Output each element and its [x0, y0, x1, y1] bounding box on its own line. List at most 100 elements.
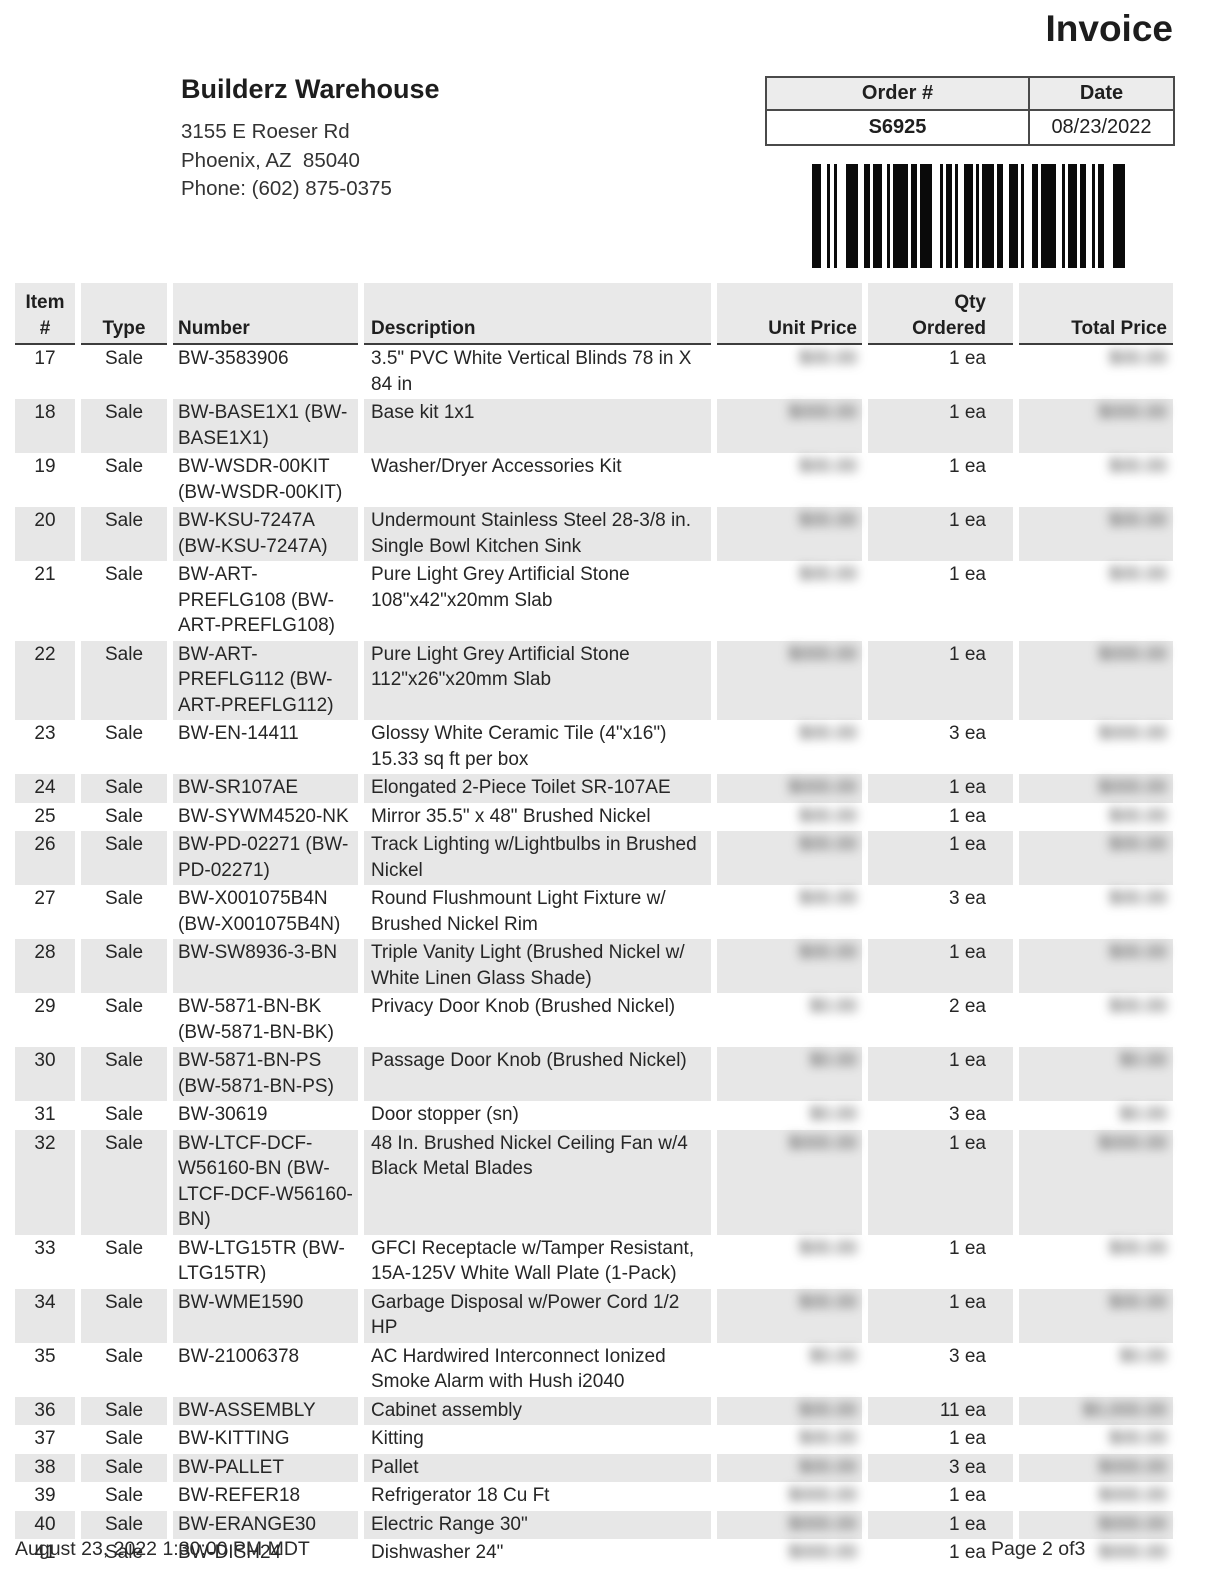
- unit-price-cell: $00.00: [717, 507, 862, 561]
- total-price-cell: $0,000.00: [1019, 1396, 1173, 1425]
- total-price-cell: $00.00: [1019, 1235, 1173, 1289]
- table-row: 40 Sale BW-ERANGE30 Electric Range 30" $000.…: [15, 1510, 1173, 1539]
- total-price-cell: $00.00: [1019, 1288, 1173, 1343]
- qty-ordered-cell: 3 ea: [949, 723, 986, 744]
- part-number-cell: BW-5871-BN-PS (BW-5871-BN-PS): [173, 1047, 358, 1101]
- redacted-price-value: $00.00: [798, 1237, 857, 1259]
- unit-price-cell: $0.00: [717, 993, 862, 1047]
- unit-price-cell: $00.00: [717, 885, 862, 939]
- table-row: 36 Sale BW-ASSEMBLY Cabinet assembly $00.00 1…: [15, 1396, 1173, 1425]
- type-cell: Sale: [104, 456, 144, 477]
- qty-ordered-cell: 1 ea: [949, 805, 986, 827]
- column-header-line: Item: [25, 292, 65, 313]
- unit-price-cell: $000.00: [717, 399, 862, 453]
- qty-ordered-cell: 3 ea: [868, 1453, 1013, 1482]
- date-header: Date: [1028, 78, 1173, 111]
- line-items-table: Item # Type Number Description Unit Price Qty O…: [15, 283, 1173, 1568]
- column-header-line: Total Price: [1071, 317, 1167, 339]
- total-price-cell: $00.00: [1019, 885, 1173, 939]
- redacted-price-value: $00.00: [1108, 1291, 1167, 1313]
- qty-ordered-cell: 1 ea: [868, 640, 1013, 720]
- barcode-bar: [1080, 164, 1086, 268]
- redacted-price-value: $000.00: [788, 1513, 857, 1535]
- order-info-header-row: Order # Date: [767, 78, 1173, 111]
- redacted-price-value: $00.00: [798, 888, 857, 909]
- description-cell: Garbage Disposal w/Power Cord 1/2 HP: [364, 1288, 711, 1343]
- unit-price-cell: $000.00: [717, 1539, 862, 1568]
- qty-ordered-cell: 1 ea: [868, 1129, 1013, 1235]
- line-items-header-row: Item # Type Number Description Unit Price Qty O…: [15, 283, 1173, 345]
- type-cell: Sale: [81, 1288, 167, 1343]
- unit-price-cell: $00.00: [717, 831, 862, 885]
- description-cell: Glossy White Ceramic Tile (4"x16") 15.33…: [371, 723, 667, 770]
- column-header-line: #: [39, 317, 51, 339]
- item-number-cell: 37: [34, 1428, 56, 1449]
- redacted-price-value: $00.00: [798, 564, 857, 585]
- table-row: 35 Sale BW-21006378 AC Hardwired Interconne…: [15, 1343, 1173, 1397]
- description-cell: Mirror 35.5" x 48" Brushed Nickel: [371, 805, 651, 827]
- table-row: 21 Sale BW-ART-PREFLG108 (BW-ART-PREFLG108…: [15, 561, 1173, 641]
- total-price-cell: $000.00: [1019, 774, 1173, 803]
- description-cell: Undermount Stainless Steel 28-3/8 in. Si…: [364, 507, 711, 561]
- order-number-value: S6925: [868, 116, 927, 138]
- type-cell: Sale: [81, 1129, 167, 1235]
- item-number-cell: 28: [15, 939, 75, 993]
- part-number-cell: BW-SYWM4520-NK: [178, 805, 349, 827]
- redacted-price-value: $0.00: [809, 1104, 857, 1125]
- qty-ordered-cell: 1 ea: [949, 564, 986, 585]
- item-number-cell: 35: [34, 1345, 56, 1367]
- item-number-cell: 31: [34, 1104, 56, 1125]
- redacted-price-value: $000.00: [1098, 777, 1167, 798]
- total-price-cell: $00.00: [1019, 345, 1173, 399]
- qty-ordered-cell: 1 ea: [949, 1237, 986, 1259]
- item-number-cell: 38: [15, 1453, 75, 1482]
- part-number-cell: BW-SW8936-3-BN: [173, 939, 358, 993]
- redacted-price-value: $000.00: [788, 643, 857, 665]
- barcode-bar: [1092, 164, 1095, 268]
- part-number-cell: BW-SR107AE: [173, 774, 358, 803]
- redacted-price-value: $00.00: [1108, 1237, 1167, 1259]
- redacted-price-value: $00.00: [1108, 348, 1167, 369]
- part-number-cell: BW-30619: [178, 1104, 268, 1125]
- table-row: 29 Sale BW-5871-BN-BK (BW-5871-BN-BK) Priva…: [15, 993, 1173, 1047]
- part-number-cell: BW-DISH24: [178, 1542, 282, 1563]
- unit-price-cell: $0.00: [717, 1343, 862, 1397]
- unit-price-cell: $00.00: [717, 1453, 862, 1482]
- redacted-price-value: $000.00: [1098, 1542, 1167, 1563]
- type-cell: Sale: [104, 1485, 144, 1506]
- company-address-line1: 3155 E Roeser Rd: [181, 120, 350, 143]
- table-row: 32 Sale BW-LTCF-DCF-W56160-BN (BW-LTCF-DCF…: [15, 1129, 1173, 1235]
- description-cell: Cabinet assembly: [364, 1396, 711, 1425]
- qty-ordered-cell: 2 ea: [949, 996, 986, 1017]
- barcode-bar: [1041, 164, 1056, 268]
- type-cell: Sale: [81, 507, 167, 561]
- barcode-bar: [846, 164, 858, 268]
- table-row: 18 Sale BW-BASE1X1 (BW-BASE1X1) Base kit 1x…: [15, 399, 1173, 453]
- part-number-cell: BW-KITTING: [178, 1428, 290, 1449]
- column-header-line: Qty: [954, 292, 986, 313]
- item-number-cell: 30: [15, 1047, 75, 1101]
- qty-ordered-cell: 1 ea: [949, 1542, 986, 1563]
- barcode-bar: [873, 164, 882, 268]
- barcode-bar: [827, 164, 830, 268]
- redacted-price-value: $00.00: [798, 942, 857, 963]
- total-price-cell: $000.00: [1019, 1510, 1173, 1539]
- table-row: 24 Sale BW-SR107AE Elongated 2-Piece Toilet…: [15, 774, 1173, 803]
- table-row: 25 Sale BW-SYWM4520-NK Mirror 35.5" x 48" B…: [15, 803, 1173, 832]
- column-header-description: Description: [364, 283, 711, 345]
- qty-ordered-cell: 1 ea: [949, 1485, 986, 1506]
- qty-ordered-cell: 3 ea: [949, 1104, 986, 1125]
- table-row: 23 Sale BW-EN-14411 Glossy White Ceramic Ti…: [15, 720, 1173, 774]
- column-header-line: Unit Price: [768, 317, 857, 339]
- total-price-cell: $0.00: [1019, 1047, 1173, 1101]
- part-number-cell: BW-KSU-7247A (BW-KSU-7247A): [173, 507, 358, 561]
- type-cell: Sale: [81, 1396, 167, 1425]
- table-row: 41 Sale BW-DISH24 Dishwasher 24" $000.00 1 ea…: [15, 1539, 1173, 1568]
- unit-price-cell: $00.00: [717, 939, 862, 993]
- table-row: 38 Sale BW-PALLET Pallet $00.00 3 ea $000.00: [15, 1453, 1173, 1482]
- page-title: Invoice: [1045, 8, 1174, 49]
- redacted-price-value: $000.00: [788, 1132, 857, 1154]
- redacted-price-value: $00.00: [1108, 1428, 1167, 1449]
- part-number-cell: BW-ART-PREFLG112 (BW-ART-PREFLG112): [173, 640, 358, 720]
- item-number-cell: 19: [34, 456, 56, 477]
